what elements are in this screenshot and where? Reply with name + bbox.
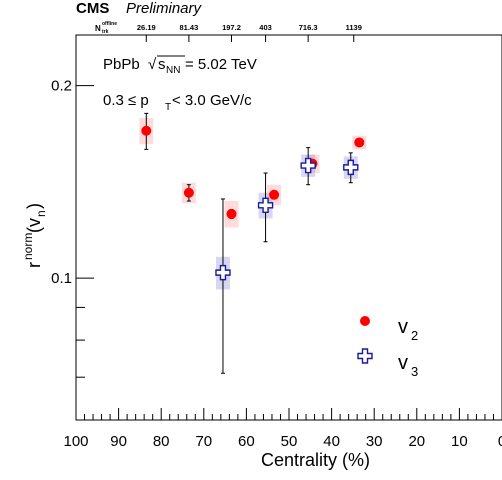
top-axis-ticks xyxy=(145,35,355,42)
pt-sub: T xyxy=(165,102,171,113)
x-tick-label: 0 xyxy=(498,433,502,450)
x-tick-label: 30 xyxy=(366,433,383,450)
x-tick-label: 60 xyxy=(238,433,255,450)
sqrt-symbol: √ xyxy=(148,56,157,73)
x-tick-label: 20 xyxy=(408,433,425,450)
x-tick-label: 90 xyxy=(110,433,127,450)
top-axis-title-sup: offline xyxy=(102,21,117,27)
legend-v2-base: v xyxy=(398,316,408,338)
y-tick-labels: 0.1 0.2 xyxy=(51,78,72,288)
energy-value: = 5.02 TeV xyxy=(185,56,257,73)
top-axis-tick-label: 403 xyxy=(259,23,272,32)
y-axis-label-paren-close: ) xyxy=(24,203,44,209)
x-tick-label: 100 xyxy=(63,433,88,450)
legend-v2-sub: 2 xyxy=(411,328,418,343)
y-axis-label-sup: norm xyxy=(21,233,35,260)
v3-point xyxy=(215,264,231,281)
preliminary-label: Preliminary xyxy=(126,0,203,17)
v3-point xyxy=(300,157,316,174)
top-axis-tick-label: 716.3 xyxy=(299,23,318,32)
pt-annotation: 0.3 ≤ p T < 3.0 GeV/c xyxy=(103,92,252,113)
energy-var: s xyxy=(158,56,166,73)
v2-point xyxy=(269,189,280,200)
top-axis-title: N offline trk xyxy=(95,21,117,35)
top-axis-labels: 26.19 81.43 197.2 403 716.3 1139 xyxy=(137,23,362,32)
top-axis-title-base: N xyxy=(95,24,101,33)
x-tick-label: 10 xyxy=(451,433,468,450)
top-axis-tick-label: 81.43 xyxy=(179,23,198,32)
legend-v2-marker xyxy=(360,316,370,326)
systematic-bands xyxy=(139,117,367,290)
v3-point xyxy=(257,197,274,213)
top-axis-tick-label: 197.2 xyxy=(222,23,241,32)
top-axis-title-sub: trk xyxy=(102,29,109,35)
x-tick-label: 70 xyxy=(195,433,212,450)
legend-v3-sub: 3 xyxy=(411,364,418,379)
v2-point xyxy=(141,125,152,136)
y-tick-label: 0.1 xyxy=(51,270,72,287)
top-axis-tick-label: 26.19 xyxy=(137,23,156,32)
x-axis-label: Centrality (%) xyxy=(261,450,370,470)
pt-low: 0.3 ≤ p xyxy=(103,92,149,109)
top-axis-tick-label: 1139 xyxy=(346,23,362,32)
v2-point xyxy=(354,137,365,148)
y-axis-label: r norm (v n ) xyxy=(21,203,48,268)
legend-v3-marker xyxy=(357,348,373,364)
legend-v3-base: v xyxy=(398,352,408,374)
pt-high: < 3.0 GeV/c xyxy=(172,92,252,109)
x-tick-label: 40 xyxy=(323,433,340,450)
data-markers xyxy=(141,125,365,281)
energy-sub: NN xyxy=(166,65,180,76)
v2-point xyxy=(226,208,237,219)
y-axis-label-paren-open: (v xyxy=(24,218,44,233)
v3-point xyxy=(343,159,359,176)
y-axis-label-sub: n xyxy=(34,210,48,217)
error-bars xyxy=(144,112,362,374)
legend: v 2 v 3 xyxy=(357,316,418,379)
v2-point xyxy=(183,187,194,198)
y-axis-label-base: r xyxy=(24,262,44,268)
y-axis-ticks xyxy=(76,85,94,421)
x-tick-label: 50 xyxy=(281,433,298,450)
y-tick-label: 0.2 xyxy=(51,78,72,95)
cms-label: CMS xyxy=(76,0,109,17)
system-label: PbPb xyxy=(103,56,140,73)
x-axis-ticks xyxy=(75,408,502,420)
x-tick-label: 80 xyxy=(153,433,170,450)
system-annotation: PbPb √ s NN = 5.02 TeV xyxy=(103,55,257,76)
